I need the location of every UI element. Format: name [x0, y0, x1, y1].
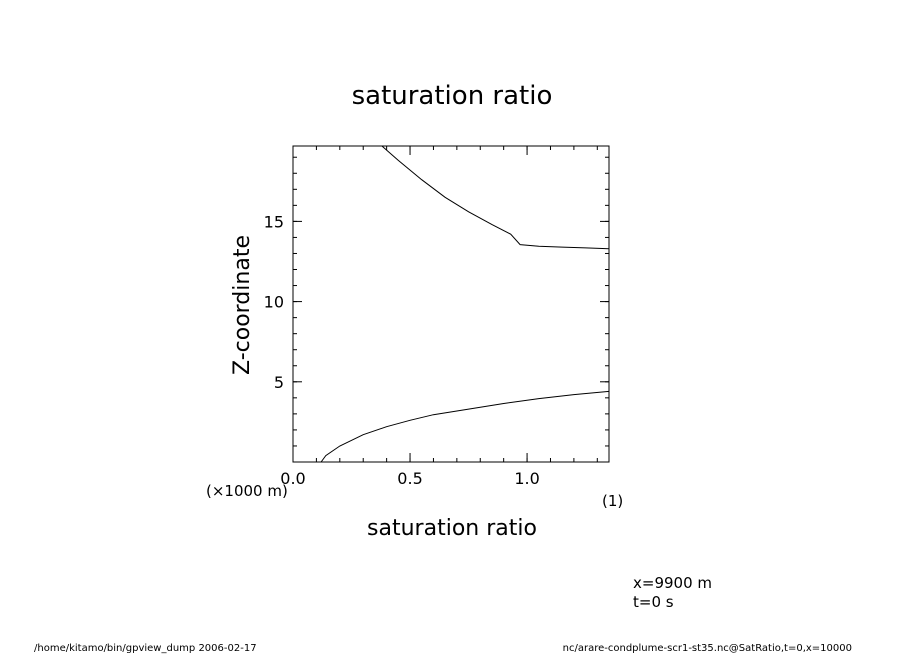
y-unit-label: (×1000 m): [206, 482, 288, 500]
x-tick-label: 0.0: [280, 469, 305, 488]
y-axis-label: Z-coordinate: [230, 235, 255, 375]
plot-area: 0.0 0.5 1.0 5 10 15: [264, 145, 610, 488]
footer-right: nc/arare-condplume-scr1-st35.nc@SatRatio…: [563, 643, 852, 654]
footer-left: /home/kitamo/bin/gpview_dump 2006-02-17: [34, 643, 257, 654]
y-tick-label: 15: [264, 212, 284, 231]
plot-frame: [292, 145, 610, 463]
x-tick-label: 1.0: [514, 469, 539, 488]
chart-title: saturation ratio: [352, 81, 553, 111]
axis-tick-labels: 0.0 0.5 1.0 5 10 15: [264, 212, 540, 488]
x-tick-label: 0.5: [397, 469, 422, 488]
y-tick-label: 5: [274, 373, 284, 392]
axis-ticks: [292, 146, 609, 463]
series-line-2: [320, 390, 610, 463]
x-axis-label: saturation ratio: [367, 516, 537, 541]
series-line-1: [381, 145, 610, 250]
y-tick-label: 10: [264, 293, 284, 312]
time-annotation: t=0 s: [633, 593, 674, 611]
x-unit-label: (1): [602, 492, 623, 510]
position-annotation: x=9900 m: [633, 574, 712, 592]
series-lines: [320, 145, 610, 463]
